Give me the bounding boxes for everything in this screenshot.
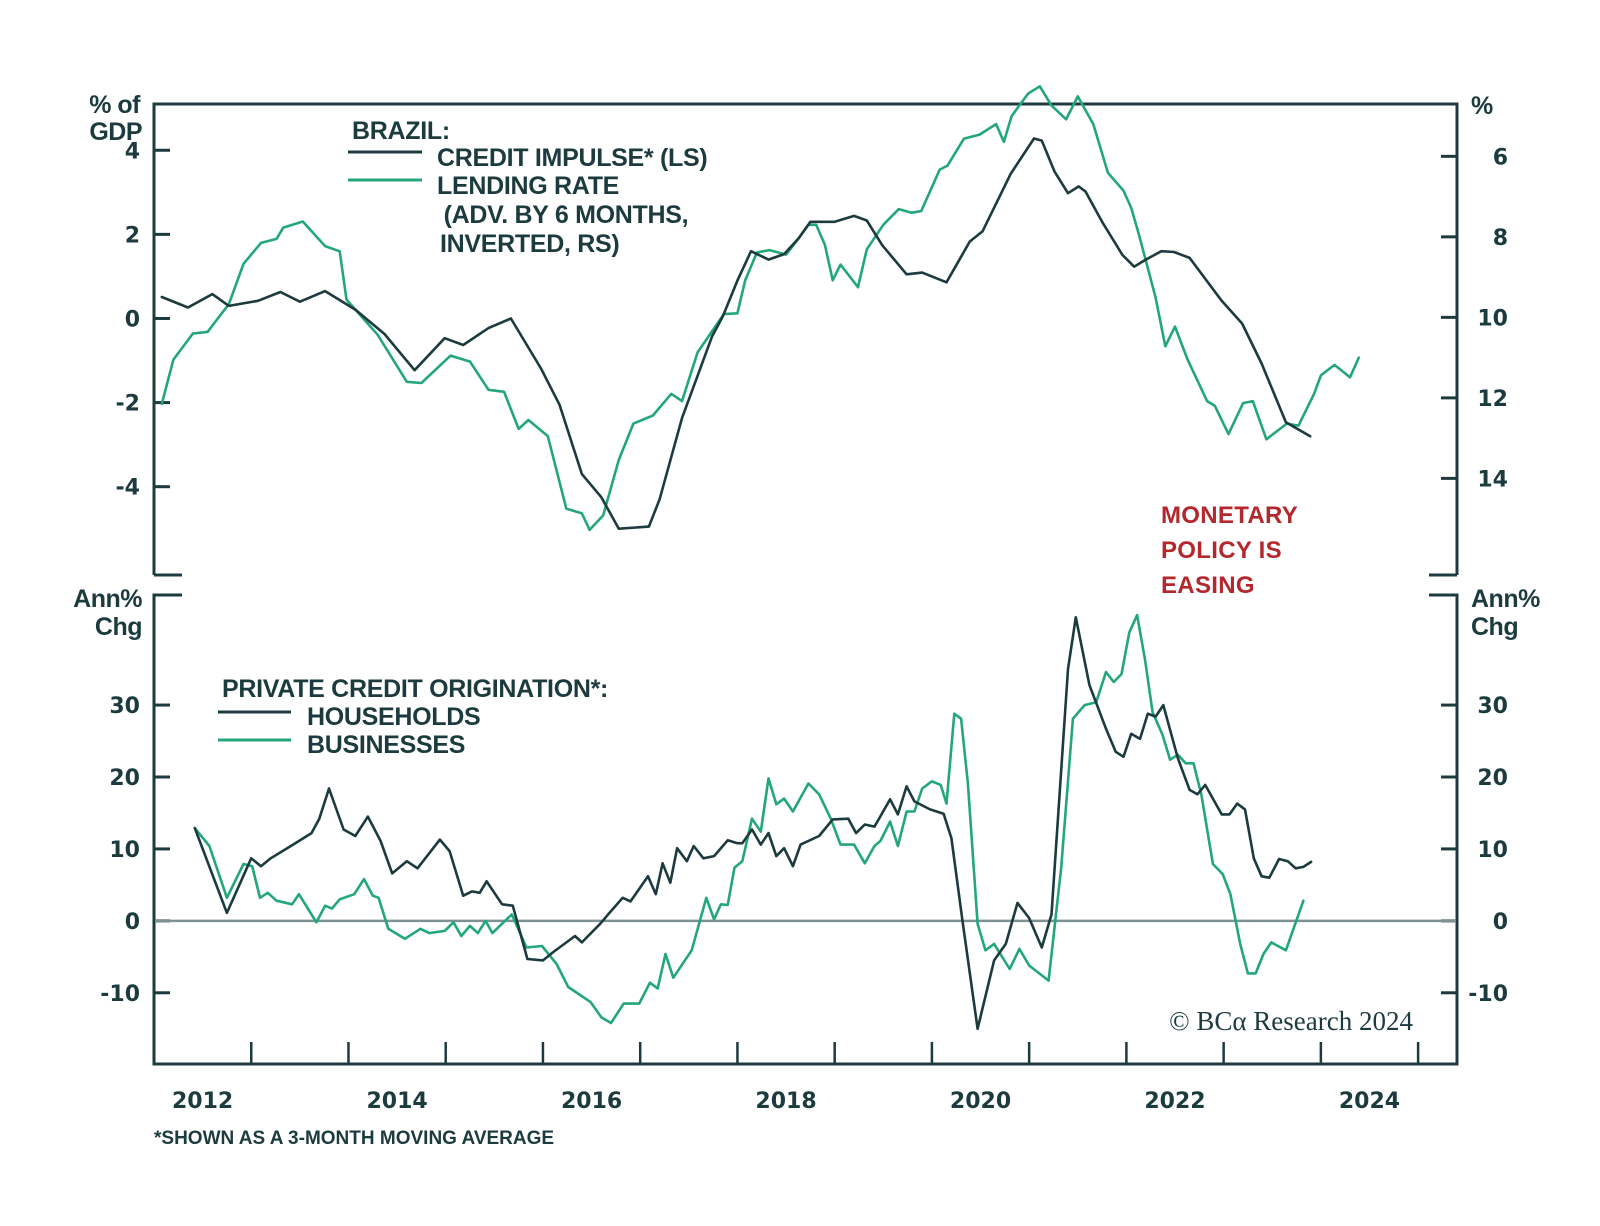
bottom-right-axis-unit-line2: Chg xyxy=(1471,613,1518,641)
bottom-panel-frame xyxy=(152,593,1459,1066)
bottom-right-tick-label: 10 xyxy=(1477,838,1508,863)
lending-rate-line xyxy=(160,85,1361,532)
copyright-notice: © BCα Research 2024 xyxy=(1169,1006,1413,1036)
credit-impulse-line xyxy=(160,137,1312,531)
x-tick-label: 2018 xyxy=(755,1089,816,1114)
annotation-line2: POLICY IS xyxy=(1161,537,1282,564)
legend-label-lending-rate-line3: INVERTED, RS) xyxy=(440,230,619,258)
top-right-tick-label: 10 xyxy=(1477,306,1508,331)
legend-label-businesses: BUSINESSES xyxy=(307,731,465,759)
bottom-left-tick-label: 10 xyxy=(109,838,140,863)
legend-label-credit-impulse: CREDIT IMPULSE* (LS) xyxy=(437,144,707,172)
bottom-right-axis-unit-line1: Ann% xyxy=(1471,585,1540,613)
bottom-left-tick-label: 20 xyxy=(109,766,140,791)
bottom-right-tick-label: -10 xyxy=(1468,982,1508,1007)
bottom-legend: PRIVATE CREDIT ORIGINATION*: HOUSEHOLDS … xyxy=(218,675,608,759)
legend-label-households: HOUSEHOLDS xyxy=(307,703,480,731)
series-layer xyxy=(160,85,1361,1031)
top-left-tick-label: 2 xyxy=(125,223,140,248)
annotation-line3: EASING xyxy=(1161,572,1255,599)
bottom-left-tick-label: 0 xyxy=(125,910,140,935)
monetary-policy-annotation: MONETARY POLICY IS EASING xyxy=(1161,502,1298,599)
chart-frame xyxy=(152,102,1459,1066)
bottom-left-tick-label: 30 xyxy=(109,694,140,719)
x-tick-label: 2022 xyxy=(1144,1089,1205,1114)
businesses-line xyxy=(193,613,1305,1025)
top-left-axis-unit-line2: GDP xyxy=(89,118,142,146)
x-tick-label: 2016 xyxy=(561,1089,622,1114)
legend-label-lending-rate-line1: LENDING RATE xyxy=(437,172,619,200)
bottom-right-tick-label: 30 xyxy=(1477,694,1508,719)
top-left-tick-label: -2 xyxy=(116,392,140,417)
top-legend: BRAZIL: CREDIT IMPULSE* (LS) LENDING RAT… xyxy=(348,117,708,258)
top-left-tick-label: -4 xyxy=(116,476,140,501)
x-tick-label: 2014 xyxy=(366,1089,427,1114)
legend-label-lending-rate-line2: (ADV. BY 6 MONTHS, xyxy=(437,201,688,229)
x-tick-label: 2024 xyxy=(1339,1089,1400,1114)
top-right-axis-unit: % xyxy=(1471,92,1493,120)
top-left-tick-label: 4 xyxy=(125,139,140,164)
bottom-left-axis-unit-line1: Ann% xyxy=(73,585,142,613)
bottom-legend-title: PRIVATE CREDIT ORIGINATION*: xyxy=(222,675,608,703)
bottom-right-tick-label: 20 xyxy=(1477,766,1508,791)
x-tick-label: 2020 xyxy=(950,1089,1011,1114)
top-right-tick-label: 12 xyxy=(1477,387,1508,412)
top-right-tick-label: 14 xyxy=(1477,467,1508,492)
top-right-tick-label: 6 xyxy=(1493,145,1508,170)
top-panel-frame xyxy=(152,102,1459,575)
bottom-right-tick-label: 0 xyxy=(1493,910,1508,935)
x-tick-label: 2012 xyxy=(172,1089,233,1114)
bottom-left-axis-unit-line2: Chg xyxy=(95,613,142,641)
top-legend-title: BRAZIL: xyxy=(352,117,450,145)
households-line xyxy=(193,615,1313,1031)
top-left-axis-unit-line1: % of xyxy=(89,91,141,119)
bottom-left-tick-label: -10 xyxy=(100,982,140,1007)
footnote: *SHOWN AS A 3-MONTH MOVING AVERAGE xyxy=(154,1128,554,1149)
annotation-line1: MONETARY xyxy=(1161,502,1298,529)
top-left-tick-label: 0 xyxy=(125,307,140,332)
top-right-tick-label: 8 xyxy=(1493,226,1508,251)
